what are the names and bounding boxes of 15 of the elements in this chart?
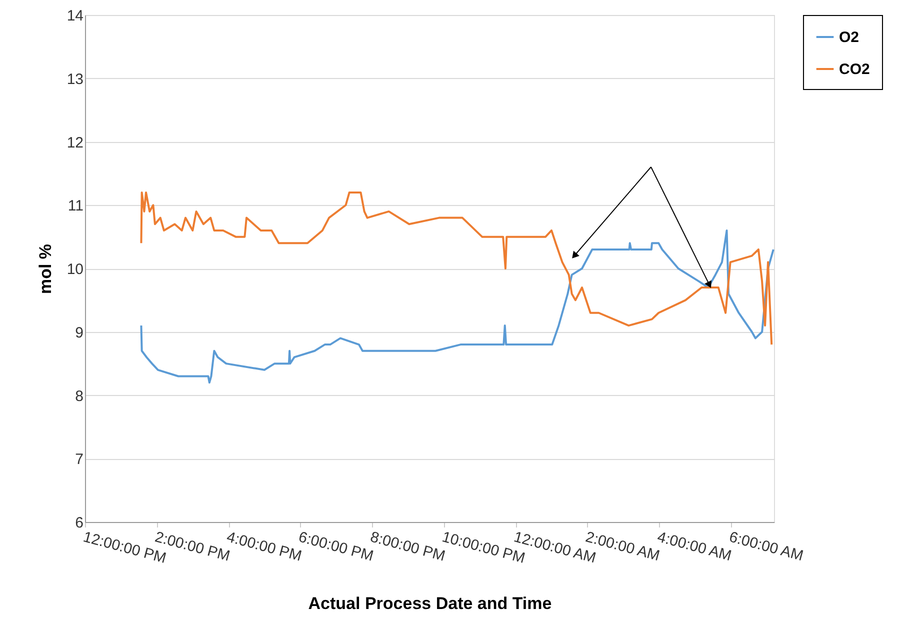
y-tick-label: 10 <box>66 261 84 278</box>
y-tick-label: 12 <box>66 134 84 152</box>
legend-label: CO2 <box>839 61 870 78</box>
line-series <box>140 229 774 384</box>
y-tick-label: 14 <box>66 8 84 24</box>
y-tick-label: 13 <box>66 70 84 88</box>
y-tick-label: 8 <box>75 388 84 405</box>
y-tick-label: 11 <box>68 198 84 215</box>
y-axis-title: mol % <box>36 244 55 294</box>
y-tick-label: 9 <box>75 324 84 342</box>
y-tick-label: 7 <box>75 451 84 468</box>
x-axis-title: Actual Process Date and Time <box>308 594 552 614</box>
y-tick-label: 6 <box>75 514 84 532</box>
legend-label: O2 <box>839 29 860 46</box>
line-series <box>140 191 773 346</box>
